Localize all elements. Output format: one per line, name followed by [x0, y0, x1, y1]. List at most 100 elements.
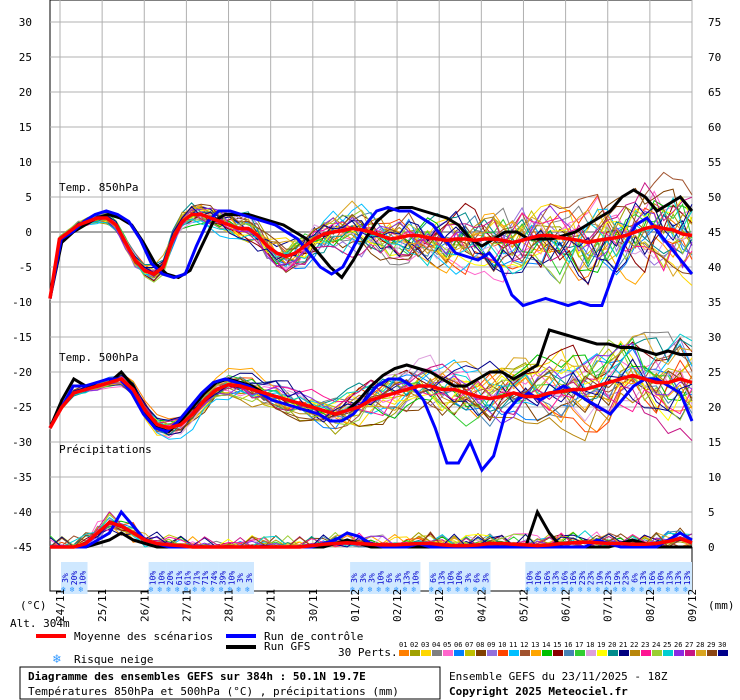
snow-risk-value: 61% — [184, 571, 193, 586]
snow-risk-value: 13% — [674, 571, 683, 586]
snow-risk-value: 6% — [385, 573, 394, 583]
snow-risk-value: 10% — [376, 571, 385, 586]
left-unit-label: (°C) — [20, 599, 47, 612]
snow-risk-value: 3% — [482, 573, 491, 583]
snow-risk-cell — [61, 562, 70, 594]
snow-risk-value: 3% — [359, 573, 368, 583]
date-label: 24/11 — [54, 589, 67, 622]
snow-risk-value: 23% — [587, 571, 596, 586]
pert-legend: 01 02 03 04 05 06 07 08 09 10 11 12 13 14 15 16 17 18 19 20… — [399, 641, 728, 656]
snowflake-icon: ❄ — [482, 585, 487, 594]
snowflake-icon: ❄ — [70, 585, 75, 594]
pert-color-swatch — [630, 650, 640, 656]
snowflake-icon: ❄ — [219, 585, 224, 594]
date-label: 02/12 — [391, 589, 404, 622]
pert-number: 13 — [531, 641, 539, 649]
snow-risk-cell — [542, 562, 552, 594]
snowflake-icon: ❄ — [552, 585, 557, 594]
snow-risk-value: 39% — [219, 571, 228, 586]
pert-number: 30 — [718, 641, 726, 649]
snowflake-icon: ❄ — [657, 585, 662, 594]
snow-risk-value: 71% — [201, 571, 210, 586]
snowflake-icon: ❄ — [543, 585, 548, 594]
snowflake-icon: ❄ — [455, 585, 460, 594]
left-tick-label: -40 — [12, 506, 32, 519]
pert-number: 05 — [443, 641, 451, 649]
pert-number: 09 — [487, 641, 495, 649]
series-0-t500-line — [48, 373, 693, 430]
snow-risk-cell — [455, 562, 465, 594]
pert-number: 03 — [421, 641, 429, 649]
snow-risk-value: 74% — [210, 571, 219, 586]
pert-number: 01 — [399, 641, 407, 649]
t500-panel-label: Temp. 500hPa — [59, 351, 138, 364]
snowflake-icon: ❄ — [534, 585, 539, 594]
snow-risk-value: 13% — [639, 571, 648, 586]
main-series-lines — [48, 188, 694, 549]
snowflake-icon: ❄ — [350, 585, 355, 594]
snow-risk-cell — [148, 562, 158, 594]
pert-color-swatch — [487, 650, 497, 656]
right-tick-label: 0 — [708, 541, 715, 554]
snow-risk-cell — [534, 562, 544, 594]
pert-color-swatch — [685, 650, 695, 656]
snow-risk-cell — [647, 562, 657, 594]
snow-risk-cell — [227, 562, 237, 594]
right-tick-label: 10 — [708, 471, 721, 484]
snow-risk-value: 10% — [525, 571, 534, 586]
snow-risk-value: 3% — [394, 573, 403, 583]
pert-t850-line — [49, 203, 693, 299]
pert-color-swatch — [465, 650, 475, 656]
snow-risk-value: 16% — [648, 571, 657, 586]
pert-number: 26 — [674, 641, 682, 649]
snow-risk-value: 10% — [227, 571, 236, 586]
snowflake-icon: ❄ — [525, 585, 530, 594]
t850-panel-label: Temp. 850hPa — [59, 181, 138, 194]
snowflake-icon: ❄ — [166, 585, 171, 594]
snowflake-icon: ❄ — [613, 585, 618, 594]
snowflake-icon: ❄ — [604, 585, 609, 594]
pert-t850-line — [49, 202, 693, 300]
pert-color-swatch — [718, 650, 728, 656]
snowflake-icon: ❄ — [630, 585, 635, 594]
snow-risk-value: 10% — [79, 571, 88, 586]
pert-color-swatch — [509, 650, 519, 656]
snow-risk-cell — [218, 562, 228, 594]
date-label: 08/12 — [644, 589, 657, 622]
legend-perts-label: 30 Perts. — [338, 646, 398, 659]
snow-risk-value: 6% — [429, 573, 438, 583]
snowflake-icon: ❄ — [175, 585, 180, 594]
pert-number: 20 — [608, 641, 616, 649]
snow-risk-value: 6% — [630, 573, 639, 583]
snow-risk-cell — [174, 562, 184, 594]
snowflake-icon: ❄ — [560, 585, 565, 594]
pert-color-swatch — [476, 650, 486, 656]
snow-risk-value: 23% — [604, 571, 613, 586]
snow-risk-cell — [551, 562, 561, 594]
pert-number: 21 — [619, 641, 627, 649]
footer-title-box — [19, 666, 441, 700]
series-0-t850-line — [48, 212, 693, 299]
snowflake-icon: ❄ — [683, 585, 688, 594]
snow-risk-value: 19% — [613, 571, 622, 586]
snow-risk-value: 3% — [464, 573, 473, 583]
snow-risk-value: 10% — [455, 571, 464, 586]
snow-risk-cell — [428, 562, 438, 594]
snowflake-icon: ❄ — [368, 585, 373, 594]
date-label: 05/12 — [517, 589, 530, 622]
snowflake-icon: ❄ — [236, 585, 241, 594]
right-tick-label: 70 — [708, 51, 721, 64]
snow-risk-cell — [411, 562, 421, 594]
snowflake-icon: ❄ — [648, 585, 653, 594]
snow-risk-cell — [630, 562, 640, 594]
snow-risk-value: 61% — [175, 571, 184, 586]
precip-panel-label: Précipitations — [59, 443, 152, 456]
pert-color-swatch — [454, 650, 464, 656]
pert-color-swatch — [608, 650, 618, 656]
snow-risk-cell — [393, 562, 403, 594]
snow-risk-value: 10% — [411, 571, 420, 586]
snow-risk-cell — [612, 562, 622, 594]
snowflake-icon: ❄ — [438, 585, 443, 594]
footer-title: Diagramme des ensembles GEFS sur 384h : … — [28, 670, 366, 683]
